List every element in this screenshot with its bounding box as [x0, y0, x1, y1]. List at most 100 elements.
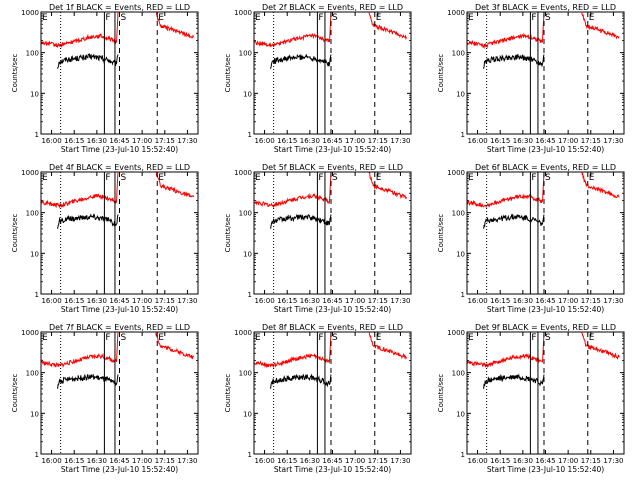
x-tick-label: 16:15 [64, 137, 84, 145]
y-axis-label: Counts/sec [11, 54, 19, 93]
marker-label: S [332, 13, 338, 23]
marker-label: E [255, 13, 261, 23]
x-tick-label: 16:45 [109, 457, 129, 465]
y-tick-label: 100 [239, 370, 252, 378]
events-series-line [57, 53, 119, 69]
y-tick-label: 10 [456, 410, 465, 418]
events-series-line [57, 374, 119, 389]
lld-series-line [467, 332, 545, 368]
y-tick-label: 1000 [234, 9, 252, 17]
y-axis-label: Counts/sec [224, 374, 232, 413]
y-tick-label: 10 [243, 250, 252, 258]
y-tick-label: 1 [461, 291, 465, 299]
x-axis-label: Start Time (23-Jul-10 15:52:40) [274, 145, 391, 154]
x-tick-label: 16:15 [64, 297, 84, 305]
marker-label: E [468, 333, 474, 343]
marker-label: F [531, 333, 536, 343]
x-tick-label: 16:45 [109, 297, 129, 305]
x-tick-label: 17:15 [155, 457, 175, 465]
x-tick-label: 17:15 [368, 457, 388, 465]
x-tick-label: 17:15 [581, 137, 601, 145]
marker-label: F [105, 13, 110, 23]
x-tick-label: 17:30 [177, 297, 197, 305]
x-tick-label: 16:15 [277, 297, 297, 305]
x-tick-label: 17:15 [581, 457, 601, 465]
x-tick-label: 16:00 [41, 457, 61, 465]
x-axis-label: Start Time (23-Jul-10 15:52:40) [487, 305, 604, 314]
y-tick-label: 100 [26, 210, 39, 218]
y-tick-label: 100 [452, 370, 465, 378]
x-tick-label: 16:15 [277, 457, 297, 465]
marker-label: E [42, 173, 48, 183]
y-tick-label: 1000 [447, 9, 465, 17]
x-tick-label: 16:45 [109, 137, 129, 145]
y-tick-label: 10 [30, 250, 39, 258]
y-axis-label: Counts/sec [437, 374, 445, 413]
y-axis-label: Counts/sec [224, 214, 232, 253]
y-tick-label: 1 [461, 451, 465, 459]
x-tick-label: 17:15 [155, 297, 175, 305]
chart-panel-8: Det 8f BLACK = Events, RED = LLD 1 10 100 10… [224, 323, 412, 474]
x-tick-label: 17:30 [177, 457, 197, 465]
y-tick-label: 1000 [447, 329, 465, 337]
lld-series-line [254, 332, 332, 369]
events-series-line [483, 54, 545, 69]
y-tick-label: 1000 [21, 169, 39, 177]
x-tick-label: 16:15 [490, 137, 510, 145]
y-axis-label: Counts/sec [11, 214, 19, 253]
x-axis-label: Start Time (23-Jul-10 15:52:40) [61, 465, 178, 474]
x-tick-label: 17:30 [390, 137, 410, 145]
marker-label: F [105, 173, 110, 183]
marker-label: S [332, 173, 338, 183]
x-tick-label: 16:45 [535, 457, 555, 465]
marker-label: F [318, 173, 323, 183]
x-axis-label: Start Time (23-Jul-10 15:52:40) [487, 465, 604, 474]
marker-label: E [376, 173, 382, 183]
marker-label: E [589, 173, 595, 183]
x-tick-label: 16:00 [254, 457, 274, 465]
x-tick-label: 16:15 [64, 457, 84, 465]
chart-title: Det 6f BLACK = Events, RED = LLD [475, 163, 616, 172]
chart-title: Det 5f BLACK = Events, RED = LLD [262, 163, 403, 172]
x-tick-label: 16:15 [490, 297, 510, 305]
lld-series-line [254, 172, 332, 209]
chart-title: Det 8f BLACK = Events, RED = LLD [262, 323, 403, 332]
x-tick-label: 16:00 [467, 137, 487, 145]
x-tick-label: 16:15 [277, 137, 297, 145]
x-axis-label: Start Time (23-Jul-10 15:52:40) [61, 145, 178, 154]
x-tick-label: 17:30 [603, 137, 623, 145]
lld-series-line [467, 172, 545, 209]
events-series-line [270, 53, 332, 69]
x-tick-label: 16:30 [87, 137, 107, 145]
x-tick-label: 17:00 [345, 457, 365, 465]
x-tick-label: 17:15 [368, 137, 388, 145]
lld-series-line [467, 12, 545, 49]
marker-label: F [531, 173, 536, 183]
x-tick-label: 16:45 [535, 297, 555, 305]
marker-label: E [158, 173, 164, 183]
events-series-line [483, 213, 545, 229]
chart-panel-6: Det 6f BLACK = Events, RED = LLD 1 10 100 10… [437, 163, 625, 314]
x-tick-label: 16:00 [41, 137, 61, 145]
lld-series-line [41, 12, 119, 49]
x-tick-label: 16:30 [300, 457, 320, 465]
x-tick-label: 16:00 [254, 297, 274, 305]
x-tick-label: 17:30 [603, 457, 623, 465]
x-tick-label: 16:30 [513, 457, 533, 465]
y-tick-label: 1 [248, 131, 252, 139]
y-tick-label: 100 [452, 50, 465, 58]
x-tick-label: 16:00 [41, 297, 61, 305]
marker-label: E [158, 333, 164, 343]
y-tick-label: 100 [239, 50, 252, 58]
lld-series-line [254, 12, 332, 48]
marker-label: S [545, 333, 551, 343]
marker-label: S [121, 173, 127, 183]
x-tick-label: 16:00 [467, 297, 487, 305]
y-tick-label: 1 [461, 131, 465, 139]
y-tick-label: 10 [456, 250, 465, 258]
x-tick-label: 17:15 [155, 137, 175, 145]
x-tick-label: 16:45 [322, 297, 342, 305]
chart-panel-5: Det 5f BLACK = Events, RED = LLD 1 10 100 10… [224, 163, 412, 314]
x-tick-label: 17:30 [390, 457, 410, 465]
x-tick-label: 16:00 [254, 137, 274, 145]
